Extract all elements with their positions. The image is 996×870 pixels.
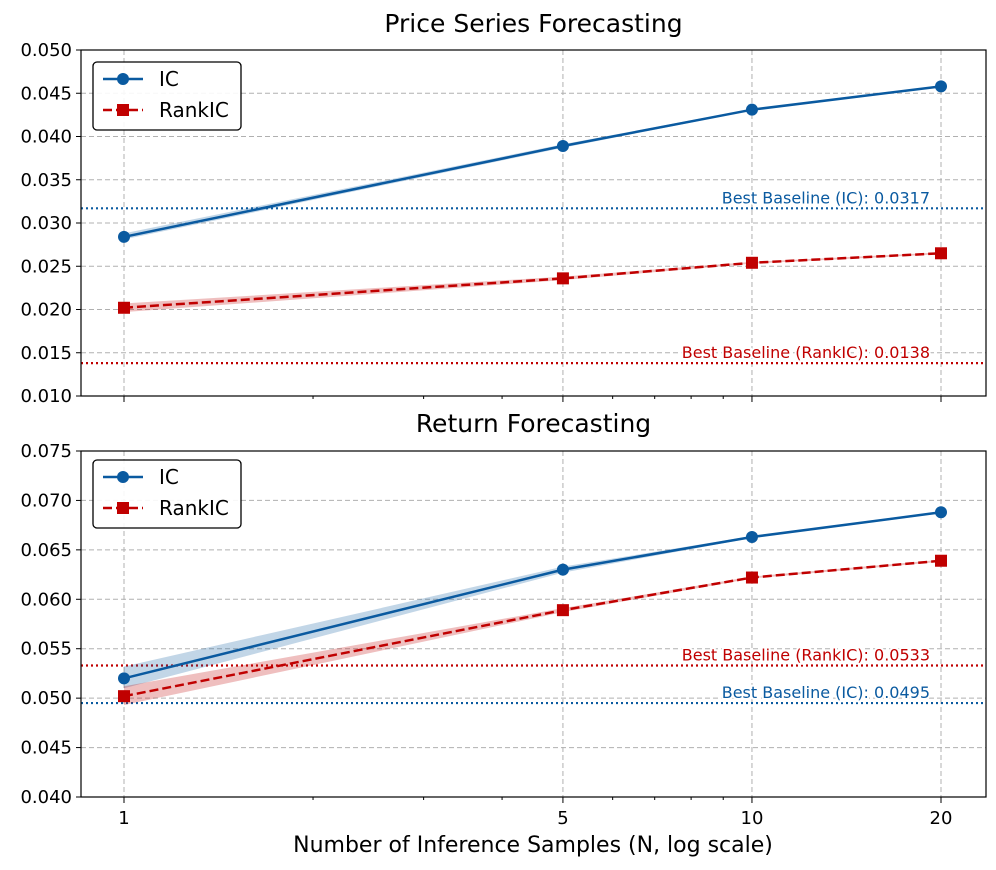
rankic-point — [118, 301, 130, 314]
ic-point — [935, 80, 947, 93]
legend-ic-label: IC — [159, 465, 179, 489]
price-series-chart: Price Series Forecasting 0.010 0.015 0.020 0… — [20, 9, 987, 407]
y-tick-label: 0.015 — [20, 343, 72, 364]
legend-ic-marker — [117, 73, 129, 85]
chart-title: Price Series Forecasting — [384, 9, 682, 38]
x-tick-label: 5 — [557, 808, 568, 829]
ic-point — [118, 672, 130, 685]
legend-rankic-label: RankIC — [159, 98, 229, 122]
x-tick-label: 1 — [118, 808, 129, 829]
legend-rankic-marker — [117, 502, 129, 514]
chart-title: Return Forecasting — [416, 409, 651, 438]
y-tick-label: 0.065 — [20, 540, 72, 561]
baseline-label: Best Baseline (IC): 0.0317 — [722, 188, 930, 207]
x-axis-label: Number of Inference Samples (N, log scal… — [293, 833, 773, 858]
y-tick-label: 0.060 — [20, 589, 72, 610]
rankic-series-line — [123, 252, 942, 310]
y-tick-label: 0.070 — [20, 490, 72, 511]
y-tick-label: 0.040 — [20, 787, 72, 808]
y-tick-label: 0.010 — [20, 386, 72, 407]
y-tick-label: 0.045 — [20, 738, 72, 759]
x-tick-label: 20 — [930, 808, 953, 829]
baseline-label: Best Baseline (IC): 0.0495 — [722, 683, 930, 702]
return-forecasting-chart: Return Forecasting 0.040 0.045 0.050 0.055 0.… — [20, 409, 987, 829]
rankic-point — [935, 247, 947, 260]
y-tick-label: 0.045 — [20, 83, 72, 104]
ic-point — [935, 506, 947, 519]
ic-series-line — [123, 85, 942, 239]
y-tick-label: 0.075 — [20, 441, 72, 462]
legend-rankic-marker — [117, 104, 129, 116]
y-tick-label: 0.025 — [20, 256, 72, 277]
plot-frame — [80, 450, 987, 798]
legend-ic-marker — [117, 471, 129, 483]
plot-frame — [80, 49, 987, 397]
ic-point — [556, 563, 569, 576]
rankic-point — [556, 604, 569, 617]
legend-ic-label: IC — [159, 67, 179, 91]
rankic-point — [118, 690, 130, 703]
ic-series-line — [123, 511, 942, 680]
y-tick-label: 0.030 — [20, 213, 72, 234]
y-tick-label: 0.020 — [20, 300, 72, 321]
ic-point — [118, 230, 130, 243]
rankic-point — [745, 571, 758, 584]
y-tick-label: 0.055 — [20, 639, 72, 660]
y-tick-label: 0.035 — [20, 170, 72, 191]
ic-point — [556, 140, 569, 153]
ic-point — [745, 531, 758, 544]
rankic-series-line — [123, 559, 942, 698]
rankic-confidence-band — [124, 252, 941, 313]
rankic-point — [935, 554, 947, 567]
ic-point — [745, 103, 758, 116]
rankic-point — [556, 272, 569, 285]
x-tick-label: 10 — [741, 808, 764, 829]
y-tick-label: 0.050 — [20, 688, 72, 709]
legend-rankic-label: RankIC — [159, 496, 229, 520]
ic-confidence-band — [124, 85, 941, 240]
baseline-label: Best Baseline (RankIC): 0.0138 — [682, 343, 930, 362]
y-tick-label: 0.040 — [20, 127, 72, 148]
y-tick-label: 0.050 — [20, 40, 72, 61]
rankic-point — [745, 256, 758, 269]
baseline-label: Best Baseline (RankIC): 0.0533 — [682, 646, 930, 665]
